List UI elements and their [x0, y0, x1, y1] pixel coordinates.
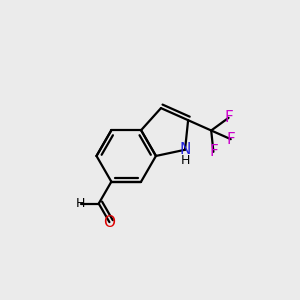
Text: O: O: [103, 214, 116, 230]
Text: F: F: [224, 110, 233, 125]
Text: H: H: [76, 197, 86, 210]
Text: F: F: [226, 132, 235, 147]
Text: H: H: [180, 154, 190, 167]
Text: F: F: [209, 144, 218, 159]
Text: N: N: [179, 142, 191, 157]
